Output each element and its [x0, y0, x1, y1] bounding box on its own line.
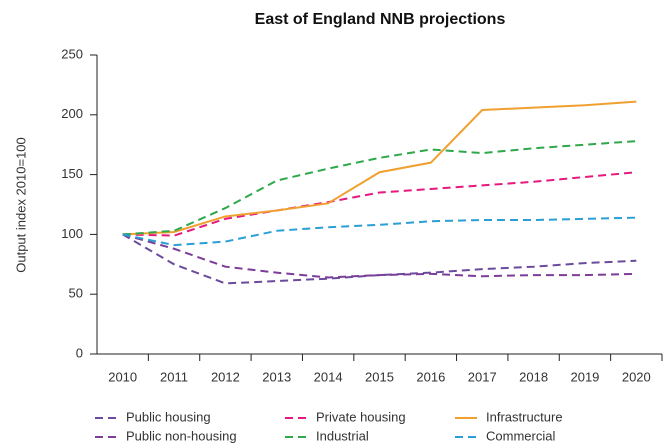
x-tick-label: 2020 [622, 369, 651, 384]
legend-label: Commercial [486, 428, 555, 443]
x-tick-label: 2010 [108, 369, 137, 384]
legend-label: Industrial [316, 428, 369, 443]
legend-label: Infrastructure [486, 409, 563, 424]
series-line [122, 171, 637, 237]
y-tick-label: 100 [61, 226, 83, 241]
x-tick-label: 2012 [211, 369, 240, 384]
x-tick-label: 2013 [262, 369, 291, 384]
series-line [122, 100, 637, 236]
y-tick-label: 150 [61, 166, 83, 181]
x-tick-label: 2017 [468, 369, 497, 384]
legend-label: Private housing [316, 409, 406, 424]
x-tick-label: 2016 [416, 369, 445, 384]
y-tick-label: 0 [76, 345, 83, 360]
x-tick-label: 2018 [519, 369, 548, 384]
x-tick-label: 2011 [160, 369, 188, 384]
x-tick-label: 2015 [365, 369, 394, 384]
y-tick-label: 250 [61, 46, 83, 61]
x-tick-label: 2014 [314, 369, 343, 384]
series-line [122, 233, 637, 279]
y-axis-label: Output index 2010=100 [13, 137, 28, 273]
series-line [122, 233, 637, 285]
x-tick-label: 2019 [570, 369, 599, 384]
series-line [122, 140, 637, 236]
legend-label: Public non-housing [126, 428, 237, 443]
legend-label: Public housing [126, 409, 211, 424]
y-tick-label: 200 [61, 106, 83, 121]
series-line [122, 216, 637, 247]
chart-title: East of England NNB projections [255, 11, 506, 28]
y-tick-label: 50 [69, 286, 83, 301]
